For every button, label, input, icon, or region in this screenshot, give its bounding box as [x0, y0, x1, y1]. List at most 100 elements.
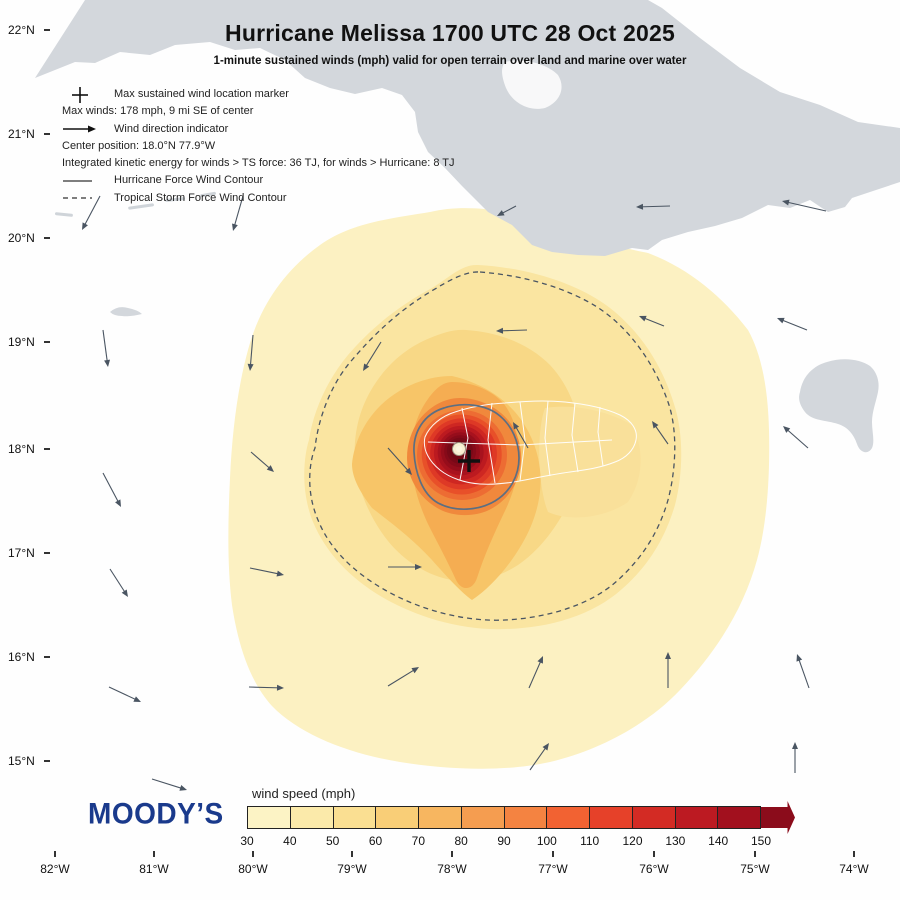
legend-ike: Integrated kinetic energy for winds > TS…	[62, 157, 455, 170]
colorbar-tick-label: 30	[240, 834, 254, 848]
legend-hurricane-contour-label: Hurricane Force Wind Contour	[114, 174, 264, 187]
legend-max-winds: Max winds: 178 mph, 9 mi SE of center	[62, 105, 254, 118]
wind-region-50mph-east-shadow	[539, 406, 641, 518]
lat-label: 20°N	[8, 231, 50, 245]
legend-row-max-marker: Max sustained wind location marker	[62, 86, 455, 103]
wind-arrow	[108, 686, 138, 701]
lon-tick	[653, 851, 655, 857]
colorbar-tick-label: 40	[283, 834, 297, 848]
lat-label-text: 22°N	[8, 23, 35, 37]
colorbar-segment	[675, 807, 719, 828]
legend-row-ts-contour: Tropical Storm Force Wind Contour	[62, 190, 455, 207]
lat-label-text: 16°N	[8, 650, 35, 664]
legend-row-center-pos: Center position: 18.0°N 77.9°W	[62, 138, 455, 155]
wind-arrow	[529, 745, 548, 771]
wind-arrowhead	[115, 499, 121, 507]
wind-arrow	[364, 341, 382, 368]
colorbar-tick-label: 150	[750, 834, 772, 848]
lat-tick	[44, 552, 50, 554]
haiti-landmass	[799, 359, 879, 453]
wind-arrowhead	[652, 421, 659, 429]
wind-arrow-icon	[62, 124, 114, 134]
lat-tick	[44, 341, 50, 343]
wind-arrowhead	[232, 223, 238, 231]
wind-arrowhead	[82, 222, 88, 230]
lon-label: 80°W	[238, 862, 268, 876]
lat-label: 17°N	[8, 546, 50, 560]
lon-tick	[451, 851, 453, 857]
wind-arrowhead	[665, 652, 671, 659]
lon-tick	[54, 851, 56, 857]
colorbar-segment	[504, 807, 548, 828]
wind-arrow	[387, 668, 416, 687]
storm-eye	[452, 442, 466, 456]
wind-arrow	[653, 423, 669, 445]
lon-tick	[552, 851, 554, 857]
colorbar-segment	[333, 807, 377, 828]
cuba-cays	[54, 191, 216, 217]
legend-center-position: Center position: 18.0°N 77.9°W	[62, 139, 216, 152]
colorbar-segment	[376, 807, 419, 828]
jamaica-parish-boundaries	[423, 400, 637, 485]
wind-arrow	[785, 201, 827, 212]
colorbar-title: wind speed (mph)	[252, 786, 356, 801]
colorbar-tick-label: 90	[497, 834, 511, 848]
wind-arrow	[639, 205, 671, 208]
map-title: Hurricane Melissa 1700 UTC 28 Oct 2025	[225, 20, 675, 46]
colorbar-segment	[547, 807, 590, 828]
map-subtitle: 1-minute sustained winds (mph) valid for…	[213, 55, 687, 67]
wind-arrow	[151, 778, 184, 790]
lon-label: 82°W	[40, 862, 70, 876]
wind-arrowhead	[792, 742, 798, 749]
wind-arrowhead	[276, 570, 284, 577]
wind-arrowhead	[537, 656, 543, 664]
lat-label-text: 15°N	[8, 754, 35, 768]
wind-arrowhead	[777, 317, 785, 324]
lat-tick	[44, 237, 50, 239]
lat-label: 16°N	[8, 650, 50, 664]
colorbar-tick-label: 140	[708, 834, 729, 848]
wind-arrowhead	[542, 743, 549, 751]
colorbar-tick-label: 100	[536, 834, 557, 848]
lon-tick	[853, 851, 855, 857]
wind-arrowhead	[639, 315, 647, 322]
lon-label: 74°W	[839, 862, 869, 876]
lon-label: 75°W	[740, 862, 770, 876]
colorbar-segment	[290, 807, 334, 828]
wind-arrowhead	[104, 359, 111, 367]
colorbar-tick-label: 70	[411, 834, 425, 848]
colorbar-tick-label: 80	[454, 834, 468, 848]
max-wind-location-marker	[458, 450, 480, 472]
wind-arrowhead	[415, 564, 422, 570]
wind-arrowhead	[496, 327, 504, 334]
colorbar-tick-label: 60	[368, 834, 383, 848]
wind-arrow	[102, 472, 120, 504]
wind-arrow	[499, 329, 528, 332]
lat-tick	[44, 656, 50, 658]
colorbar-segment	[419, 807, 462, 828]
legend-max-marker-label: Max sustained wind location marker	[114, 88, 289, 100]
wind-arrowhead	[133, 696, 141, 702]
lon-tick	[252, 851, 254, 857]
lat-tick	[44, 29, 50, 31]
wind-arrow	[249, 334, 254, 368]
wind-arrow	[250, 451, 272, 470]
wind-arrowhead	[636, 203, 644, 210]
lon-label: 81°W	[139, 862, 169, 876]
legend: Max sustained wind location marker Max w…	[62, 86, 455, 207]
wind-arrow	[780, 318, 808, 331]
colorbar-segment	[248, 807, 291, 828]
lon-tick	[351, 851, 353, 857]
lat-label-text: 18°N	[8, 442, 35, 456]
wind-direction-arrows	[82, 195, 827, 791]
wind-arrow	[102, 329, 109, 364]
lat-label: 22°N	[8, 23, 50, 37]
colorbar	[247, 806, 761, 829]
wind-arrowhead	[796, 654, 803, 662]
legend-row-max-winds: Max winds: 178 mph, 9 mi SE of center	[62, 103, 455, 120]
wind-arrowhead	[363, 363, 370, 371]
colorbar-segment	[461, 807, 505, 828]
colorbar-segment	[632, 807, 676, 828]
wind-arrowhead	[411, 667, 419, 674]
